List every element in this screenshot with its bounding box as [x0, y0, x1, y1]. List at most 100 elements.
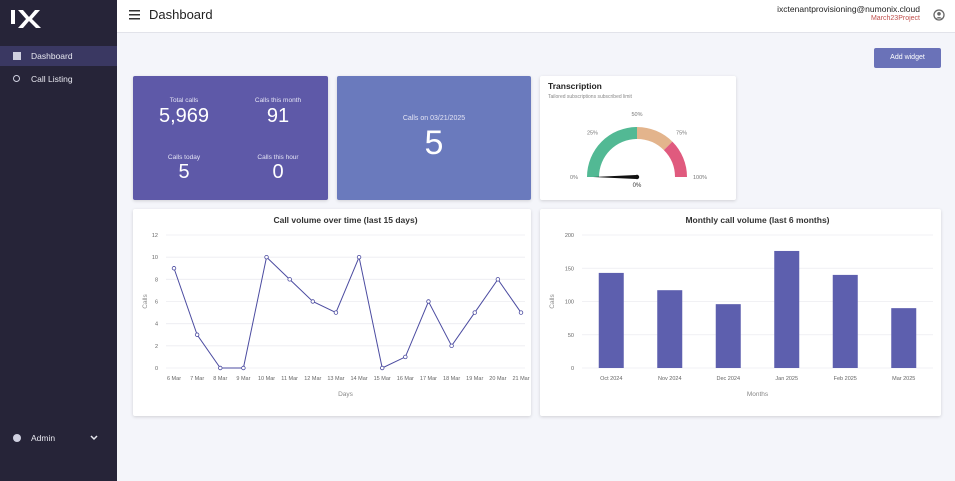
y-tick-label: 0 [155, 366, 158, 372]
bar [832, 274, 858, 368]
stat-label: Calls this month [254, 97, 302, 104]
stat-label: Total calls [169, 97, 199, 104]
stat-value: 5 [178, 161, 190, 183]
x-tick-label: 20 Mar [489, 376, 506, 382]
x-tick-label: 10 Mar [258, 376, 275, 382]
x-tick-label: Feb 2025 [834, 376, 857, 382]
y-tick-label: 10 [152, 255, 158, 261]
y-tick-label: 8 [155, 277, 158, 283]
logo[interactable] [10, 8, 46, 30]
chart-title: Monthly call volume (last 6 months) [685, 215, 829, 225]
line-card: Call volume over time (last 15 days) 0 2 4 6… [133, 209, 531, 416]
stat-label: Calls this hour [257, 154, 299, 161]
bar-chart: Monthly call volume (last 6 months) 0 50 10… [549, 215, 933, 398]
stat-value: 5,969 [158, 105, 210, 127]
gauge-value: 0% [633, 183, 642, 189]
gauge-tick-label: 75% [676, 130, 687, 136]
y-tick-label: 0 [571, 366, 574, 372]
nav-call-listing[interactable]: Call Listing [0, 69, 117, 89]
x-tick-label: Mar 2025 [892, 376, 915, 382]
nav-label: Dashboard [31, 51, 73, 61]
x-tick-label: 21 Mar [512, 376, 529, 382]
y-axis-label: Calls [549, 294, 556, 309]
gauge-needle [593, 175, 637, 179]
nav-admin[interactable]: Admin [0, 428, 117, 448]
x-axis-label: Days [338, 391, 354, 398]
point [310, 299, 315, 304]
point [218, 365, 223, 371]
highlight-card: Calls on 03/21/2025 5 [337, 76, 531, 200]
point [403, 354, 408, 360]
gauge-title: Transcription [548, 81, 602, 91]
bar [774, 250, 800, 368]
x-tick-label: 15 Mar [374, 376, 391, 382]
y-tick-label: 200 [565, 233, 574, 239]
highlight-value: 5 [424, 124, 444, 162]
x-tick-label: 14 Mar [351, 376, 368, 382]
gauge: Transcription Tailored subscriptions subs… [548, 81, 707, 189]
menu-button[interactable] [129, 10, 141, 20]
y-tick-label: 2 [155, 344, 158, 350]
stats-card: Total calls 5,969 Calls this month 91 Ca… [133, 76, 328, 200]
stat-label: Calls today [167, 154, 201, 161]
y-tick-label: 100 [565, 300, 574, 306]
point [287, 277, 292, 282]
gauge-band [587, 127, 637, 177]
bar [715, 304, 741, 368]
nav-dashboard[interactable]: Dashboard [0, 46, 117, 66]
gauge-tick-label: 25% [587, 130, 598, 136]
bar [891, 308, 917, 368]
user-email: ixctenantprovisioning@numonix.cloud [777, 4, 920, 14]
point [426, 299, 431, 304]
page-title: Dashboard [149, 7, 213, 22]
point [518, 310, 524, 315]
x-tick-label: 9 Mar [236, 376, 250, 382]
point [241, 365, 246, 371]
point [379, 365, 385, 371]
gauge-subtitle: Tailored subscriptions subscribed limit [548, 94, 633, 100]
gauge-band [637, 127, 673, 151]
x-tick-label: 11 Mar [281, 376, 298, 382]
y-tick-label: 12 [152, 233, 158, 239]
stat-value: 0 [272, 161, 284, 183]
line [173, 255, 522, 369]
y-tick-label: 4 [155, 322, 158, 328]
point [495, 277, 501, 282]
y-axis-label: Calls [142, 294, 149, 309]
chart-title: Call volume over time (last 15 days) [273, 215, 417, 225]
x-tick-label: 13 Mar [327, 376, 344, 382]
x-tick-label: 18 Mar [443, 376, 460, 382]
chevron [90, 435, 98, 441]
gauge-band [663, 141, 687, 177]
x-tick-label: 7 Mar [190, 376, 204, 382]
add-widget-button[interactable]: Add widget [874, 48, 941, 68]
bar [598, 272, 624, 368]
point [333, 310, 339, 315]
gauge-card: Transcription Tailored subscriptions subs… [540, 76, 736, 200]
needle-hub [634, 174, 640, 180]
x-tick-label: 16 Mar [397, 376, 414, 382]
x-tick-label: Jan 2025 [775, 376, 798, 382]
user-icon[interactable] [933, 9, 945, 21]
stat-value: 91 [266, 105, 290, 127]
bar [657, 290, 683, 368]
sidebar: Dashboard Call Listing Admin [0, 0, 117, 481]
highlight-label: Calls on 03/21/2025 [402, 115, 466, 122]
x-tick-label: 17 Mar [420, 376, 437, 382]
point [472, 310, 477, 315]
x-tick-label: 6 Mar [167, 376, 181, 382]
x-tick-label: Nov 2024 [658, 376, 682, 382]
x-tick-label: 8 Mar [213, 376, 227, 382]
x-axis-label: Months [747, 391, 769, 398]
top-bar: Dashboard ixctenantprovisioning@numonix.… [117, 0, 955, 33]
gauge-tick-label: 100% [693, 175, 707, 181]
point [171, 266, 177, 271]
y-tick-label: 150 [565, 266, 574, 272]
x-tick-label: Oct 2024 [600, 376, 622, 382]
y-tick-label: 50 [568, 333, 574, 339]
nav-label: Call Listing [31, 74, 73, 84]
point [264, 254, 269, 260]
nav-label: Admin [31, 433, 56, 443]
y-tick-label: 6 [155, 300, 158, 306]
